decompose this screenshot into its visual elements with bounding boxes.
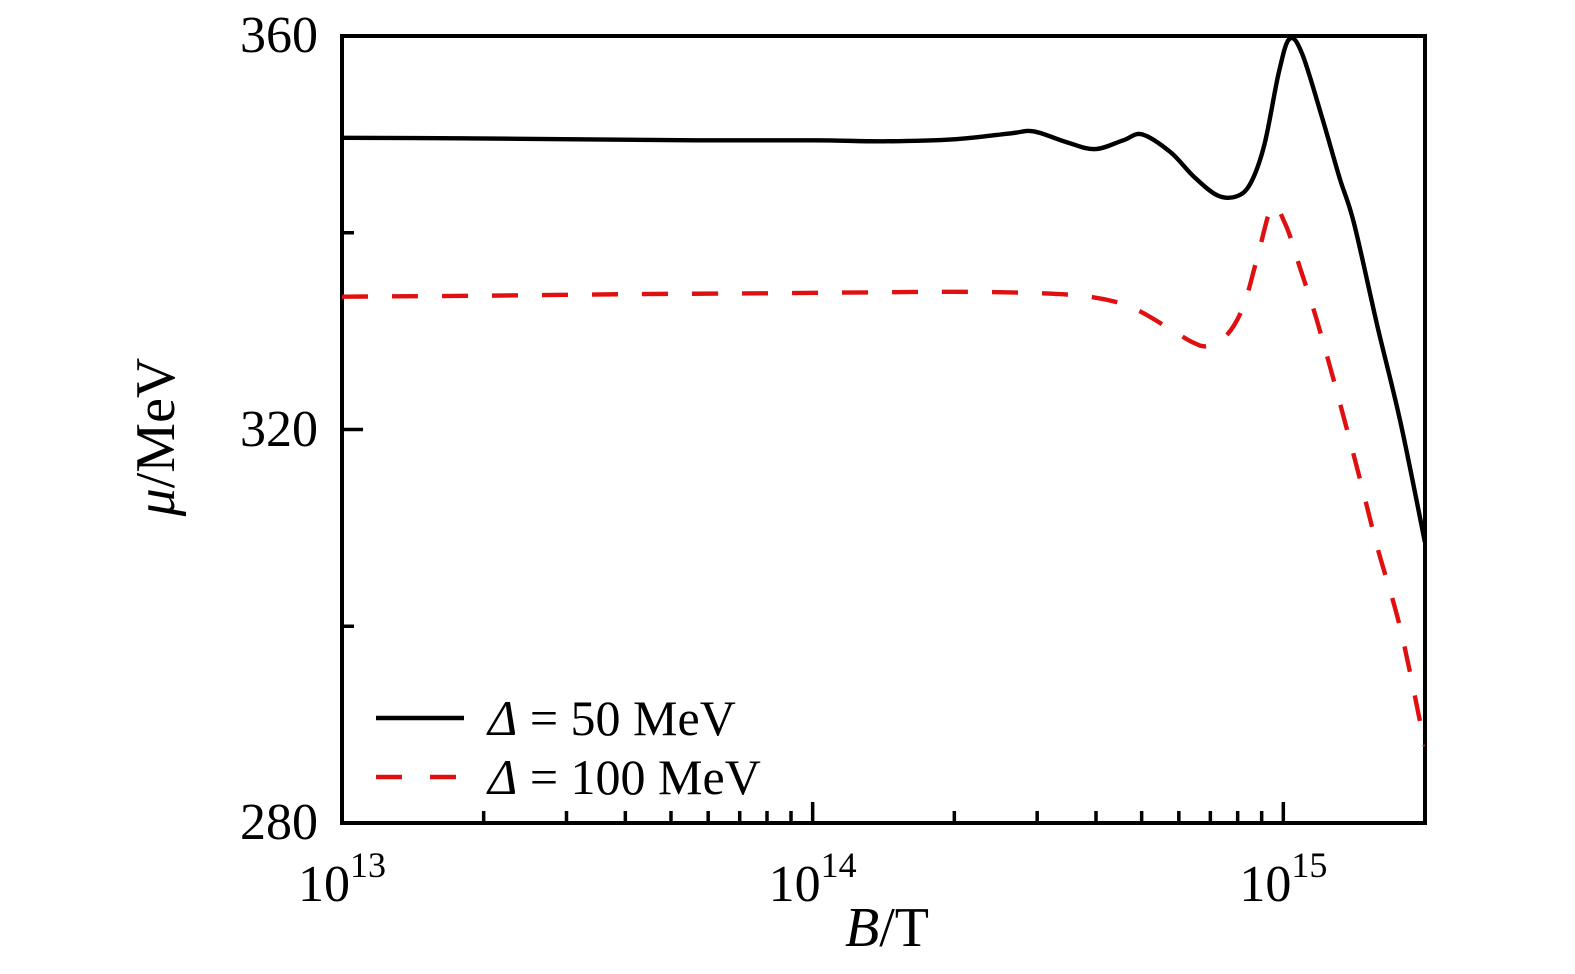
x-axis-title-symbol: B [845,897,880,959]
legend-line-sample-1 [376,715,464,720]
legend-label-2: Δ = 100 MeV [488,748,761,805]
x-axis-title: B/T [777,893,997,963]
x-tick-label-10e13: 1013 [298,845,386,913]
legend-item-2: Δ = 100 MeV [376,747,761,806]
x-axis-title-unit: /T [879,897,929,959]
y-axis-title: μ/MeV [118,287,194,587]
series-curve-2 [342,203,1425,747]
y-axis-title-unit: /MeV [125,357,187,489]
x-tick-label-10e15: 1015 [1239,845,1328,913]
legend-item-1: Δ = 50 MeV [376,688,761,747]
y-tick-label-280: 280 [240,794,318,851]
legend: Δ = 50 MeV Δ = 100 MeV [376,688,761,806]
legend-label-1: Δ = 50 MeV [488,689,736,746]
y-tick-label-320: 320 [240,400,318,458]
series-curve-1 [342,36,1425,544]
legend-line-sample-2 [376,774,464,779]
y-axis-title-symbol: μ [125,488,187,517]
x-tick-label-10e14: 1014 [768,845,857,913]
y-tick-label-360: 360 [240,7,318,64]
